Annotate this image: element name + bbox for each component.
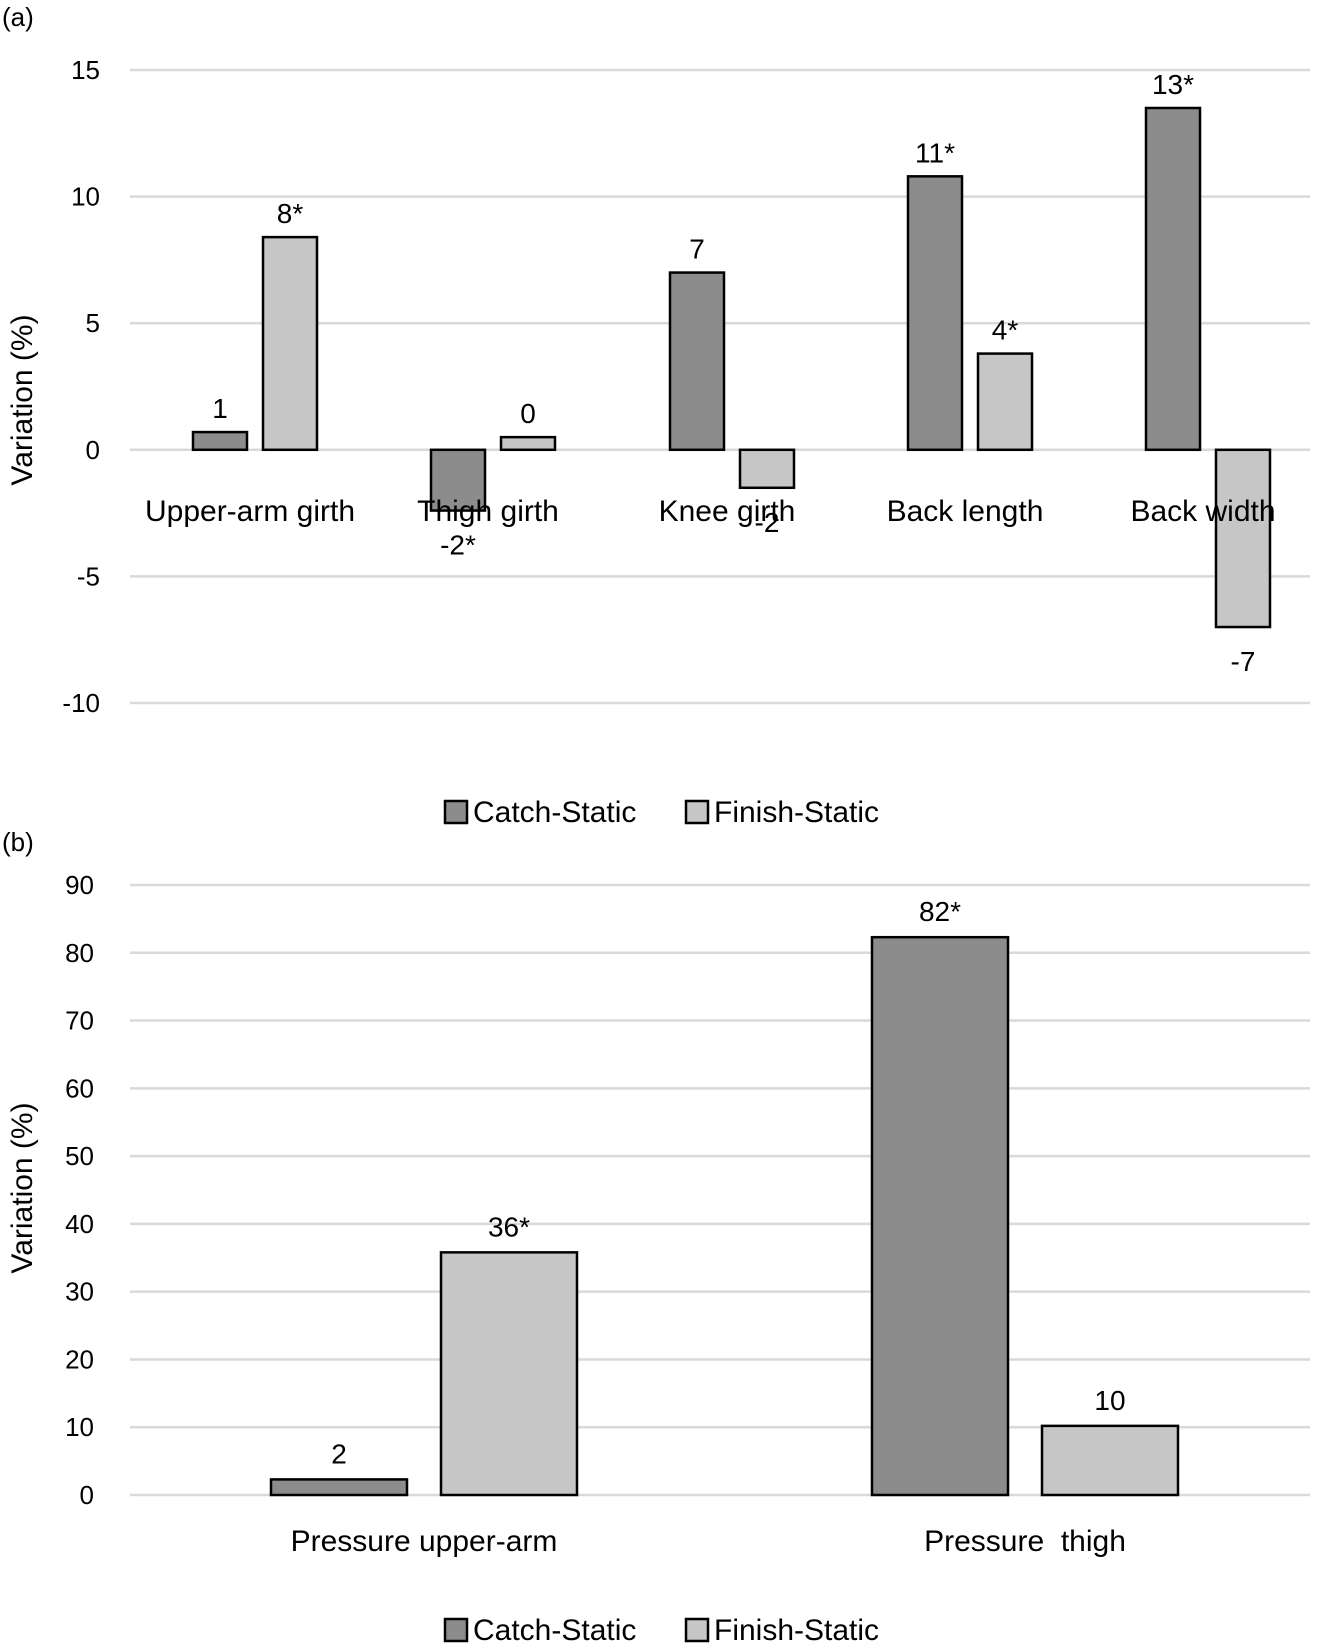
panel-label-b: (b) xyxy=(2,827,34,857)
data-label-b-catch-0: 2 xyxy=(331,1438,347,1469)
data-label-b-finish-0: 36* xyxy=(488,1211,530,1242)
bar-b-finish-1 xyxy=(1040,1424,1180,1497)
y-tick-b-0: 90 xyxy=(65,870,94,900)
bar-a-finish-3 xyxy=(976,352,1034,452)
y-tick-a-3: 0 xyxy=(86,435,100,465)
bar-b-finish-0 xyxy=(439,1251,579,1497)
y-tick-b-6: 30 xyxy=(65,1277,94,1307)
category-label-a-2: Knee girth xyxy=(659,495,796,528)
y-tick-b-5: 40 xyxy=(65,1209,94,1239)
category-label-a-3: Back length xyxy=(887,495,1044,528)
legend-b-finish-label: Finish-Static xyxy=(714,1614,879,1647)
y-tick-a-0: 15 xyxy=(71,55,100,85)
category-label-a-0: Upper-arm girth xyxy=(145,495,355,528)
y-tick-b-8: 10 xyxy=(65,1412,94,1442)
data-label-a-catch-1: -2* xyxy=(440,530,476,561)
data-label-a-catch-0: 1 xyxy=(212,393,228,424)
data-label-a-finish-3: 4* xyxy=(992,315,1019,346)
y-tick-b-1: 80 xyxy=(65,938,94,968)
data-label-a-catch-3: 11* xyxy=(915,137,955,168)
legend-b-catch-label: Catch-Static xyxy=(473,1614,636,1647)
data-label-a-catch-4: 13* xyxy=(1152,69,1194,100)
bar-b-catch-0 xyxy=(269,1478,409,1497)
data-label-a-finish-4: -7 xyxy=(1231,646,1256,677)
y-tick-a-1: 10 xyxy=(71,182,100,212)
legend-a-catch-label: Catch-Static xyxy=(473,796,636,829)
y-tick-b-9: 0 xyxy=(80,1480,94,1510)
category-label-a-4: Back width xyxy=(1130,495,1275,528)
category-label-b-0: Pressure upper-arm xyxy=(291,1525,558,1558)
category-label-b-1: Pressure thigh xyxy=(924,1525,1126,1558)
y-tick-b-7: 20 xyxy=(65,1344,94,1374)
y-tick-a-5: -10 xyxy=(62,688,100,718)
bar-a-catch-2 xyxy=(668,271,726,452)
category-label-a-1: Thigh girth xyxy=(417,495,559,528)
data-label-b-finish-1: 10 xyxy=(1094,1385,1125,1416)
y-axis-label-a: Variation (%) xyxy=(6,314,39,485)
bar-a-finish-0 xyxy=(261,235,319,452)
data-label-b-catch-1: 82* xyxy=(919,896,961,927)
legend-a-catch-swatch xyxy=(443,799,469,825)
legend-b: Catch-Static Finish-Static xyxy=(443,1614,879,1647)
legend-a: Catch-Static Finish-Static xyxy=(443,796,879,829)
bar-a-catch-4 xyxy=(1144,106,1202,452)
bar-a-finish-4 xyxy=(1214,448,1272,629)
bar-a-catch-1 xyxy=(429,448,487,512)
legend-b-catch-swatch xyxy=(443,1617,469,1643)
legend-a-finish-swatch xyxy=(684,799,710,825)
data-label-a-finish-0: 8* xyxy=(277,198,304,229)
chart-b: (b) Variation (%) 90 80 70 60 50 40 30 20 10 0 Pr… xyxy=(2,827,1310,1647)
y-tick-a-4: -5 xyxy=(77,561,100,591)
bar-a-catch-3 xyxy=(906,175,964,452)
y-tick-b-2: 70 xyxy=(65,1006,94,1036)
bar-a-finish-1 xyxy=(499,435,557,452)
bar-b-catch-1 xyxy=(870,935,1010,1497)
y-tick-b-4: 50 xyxy=(65,1141,94,1171)
y-axis-label-b: Variation (%) xyxy=(6,1102,39,1273)
bar-a-finish-2 xyxy=(738,448,796,490)
data-label-a-finish-2: -2 xyxy=(755,507,780,538)
y-tick-a-2: 5 xyxy=(86,308,100,338)
legend-b-finish-swatch xyxy=(684,1617,710,1643)
bar-a-catch-0 xyxy=(191,430,249,452)
legend-a-finish-label: Finish-Static xyxy=(714,796,879,829)
data-label-a-catch-2: 7 xyxy=(689,234,705,265)
panel-label-a: (a) xyxy=(2,2,34,32)
data-label-a-finish-1: 0 xyxy=(520,398,536,429)
y-tick-b-3: 60 xyxy=(65,1073,94,1103)
